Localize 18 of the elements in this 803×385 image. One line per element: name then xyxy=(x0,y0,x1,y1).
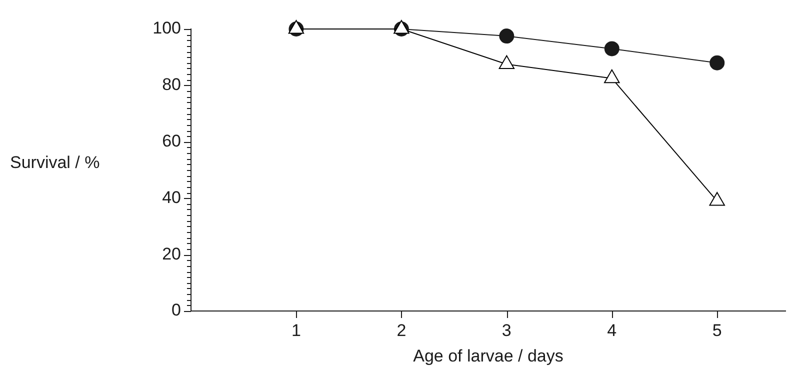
point xyxy=(604,41,620,56)
point xyxy=(709,192,725,206)
x-tick-label: 2 xyxy=(396,320,406,340)
x-axis-title: Age of larvae / days xyxy=(413,346,564,366)
point xyxy=(499,28,514,44)
x-tick-label: 5 xyxy=(712,320,722,340)
x-tick-label: 1 xyxy=(291,320,301,340)
y-axis-title: Survival / % xyxy=(10,153,100,173)
y-tick-label: 60 xyxy=(162,131,181,150)
y-tick-label: 100 xyxy=(152,18,181,38)
y-tick-label: 40 xyxy=(162,188,181,207)
point xyxy=(604,69,620,84)
x-tick-label: 3 xyxy=(502,320,512,340)
y-tick-label: 0 xyxy=(172,300,181,320)
x-tick-label: 4 xyxy=(607,320,617,340)
y-tick-label: 20 xyxy=(162,244,181,264)
y-tick-label: 80 xyxy=(162,75,181,94)
point xyxy=(710,55,725,70)
